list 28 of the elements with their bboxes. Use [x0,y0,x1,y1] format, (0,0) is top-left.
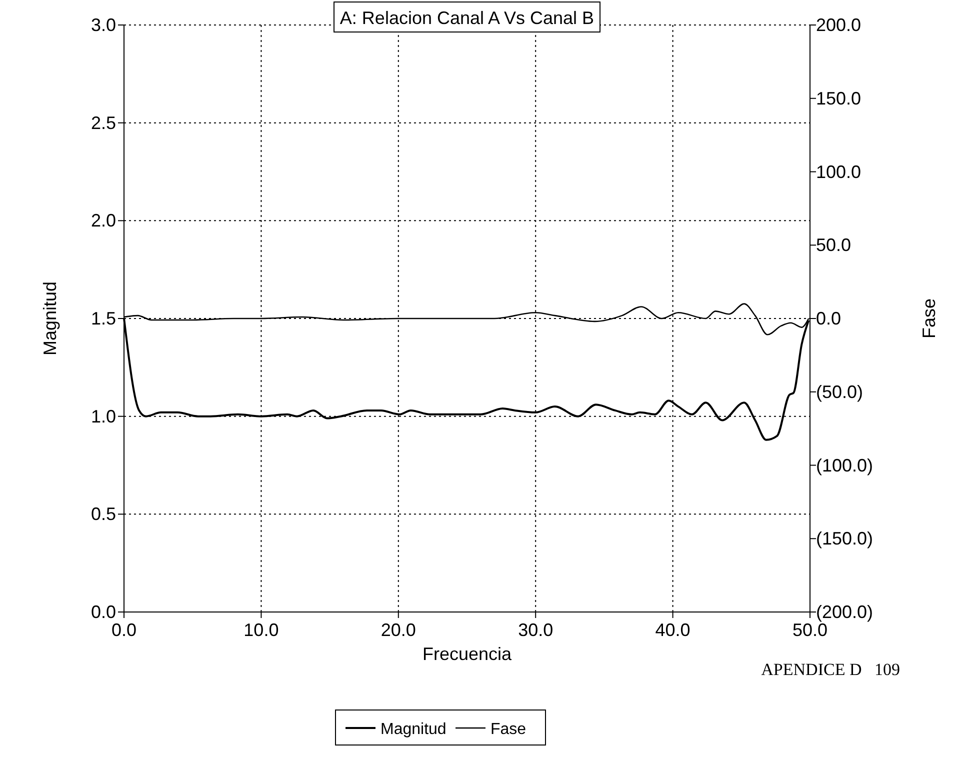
y-tick-label: 1.5 [90,308,116,328]
y-tick-label: 0.0 [90,602,116,622]
y2-tick-label: (200.0) [816,602,874,622]
x-tick-label: 20.0 [380,620,416,640]
text: APENDICE D 109 [761,660,900,679]
y2-tick-label: (50.0) [816,382,864,402]
y-axis-title: Magnitud [40,281,60,356]
y-tick-label: 0.5 [90,504,116,524]
y2-tick-label: 200.0 [816,15,862,35]
y2-tick-label: 150.0 [816,88,862,108]
y2-axis-title: Fase [919,298,939,339]
x-tick-label: 30.0 [518,620,554,640]
y2-tick-label: (150.0) [816,528,874,549]
chart-title: A: Relacion Canal A Vs Canal B [340,8,594,28]
y2-tick-label: 50.0 [816,235,852,256]
y2-tick-label: 0.0 [816,308,842,328]
legend-label: Fase [490,721,526,738]
y-tick-label: 1.0 [90,406,116,426]
y2-tick-label: 100.0 [816,162,862,182]
y-tick-label: 2.5 [90,112,116,133]
legend-label: Magnitud [380,721,446,738]
y-tick-label: 2.0 [90,210,116,231]
y-tick-label: 3.0 [90,15,116,35]
x-tick-label: 10.0 [244,620,279,640]
x-axis-title: Frecuencia [422,644,513,664]
x-tick-label: 0.0 [111,620,137,640]
y2-tick-label: (100.0) [816,455,874,476]
x-tick-label: 40.0 [655,620,690,640]
